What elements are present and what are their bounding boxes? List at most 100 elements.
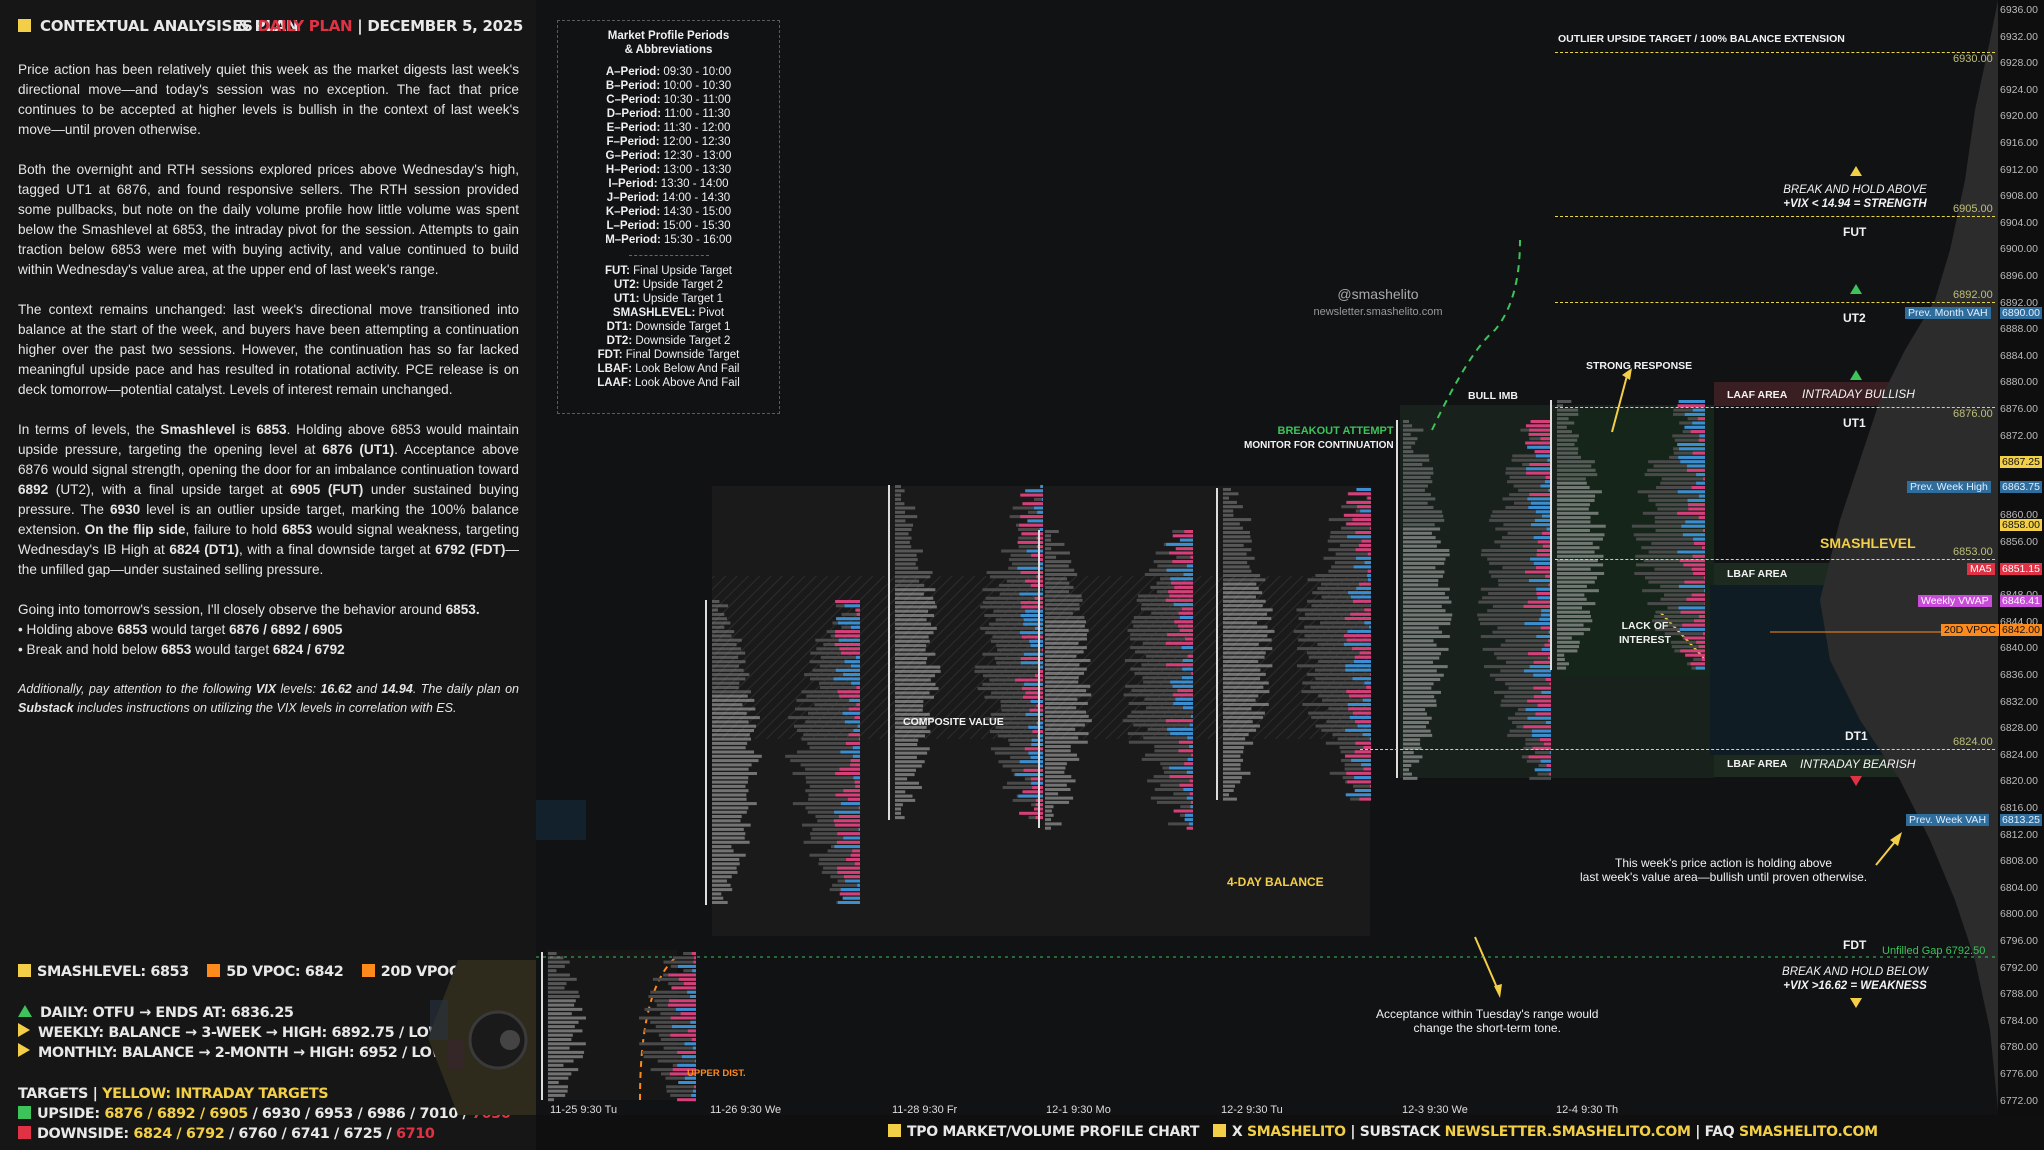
- period-name: K–Period:: [605, 206, 661, 218]
- t: & Abbreviations: [624, 44, 713, 56]
- targets-title: TARGETS | YELLOW: INTRADAY TARGETS: [18, 1084, 510, 1104]
- axis-tick-label: 6816.00: [2000, 802, 2038, 814]
- downside-targets: DOWNSIDE: 6824 / 6792 / 6760 / 6741 / 67…: [18, 1124, 510, 1144]
- t: level is an outlier upside target, marki…: [18, 502, 519, 537]
- t: 6905 (FUT): [290, 482, 364, 497]
- laaf-area-label: LAAF AREA: [1727, 389, 1788, 401]
- period-row: F–Period: 12:00 - 12:30: [558, 135, 779, 149]
- t: INTEREST: [1619, 634, 1671, 646]
- paragraph-levels: In terms of levels, the Smashlevel is 68…: [18, 420, 519, 580]
- ut2-label: UT2: [1843, 311, 1866, 325]
- period-name: L–Period:: [606, 220, 660, 232]
- prev-week-high-label: Prev. Week High: [1907, 481, 1991, 493]
- date-label: 11-26 9:30 We: [710, 1104, 782, 1116]
- separator: |: [357, 17, 363, 35]
- abbreviation-row: LAAF: Look Above And Fail: [558, 376, 779, 390]
- t: and: [351, 682, 382, 696]
- t: |: [1695, 1124, 1701, 1140]
- axis-tick-label: 6780.00: [2000, 1041, 2038, 1054]
- level-line-6876: [1555, 407, 1995, 408]
- axis-tick-label: 6772.00: [2000, 1094, 2038, 1107]
- bull-imb-label: BULL IMB: [1468, 390, 1518, 402]
- intraday-bearish-label: INTRADAY BEARISH: [1800, 757, 1916, 771]
- level-value-6876: 6876.00: [1953, 408, 1993, 420]
- lbaf-area-label-2: LBAF AREA: [1727, 758, 1788, 770]
- paragraph-vix: Additionally, pay attention to the follo…: [18, 680, 519, 718]
- t: Market Profile Periods: [607, 30, 730, 42]
- abbreviation-meaning: Look Above And Fail: [631, 377, 740, 389]
- x-handle-link[interactable]: SMASHELITO: [1246, 1124, 1346, 1140]
- arrow-icon: →: [265, 1025, 278, 1041]
- level-value-6853: 6853.00: [1953, 546, 1993, 558]
- arrow-icon: →: [139, 1005, 151, 1021]
- level-line-6824: [1360, 749, 1995, 750]
- prev-week-vah-value: 6813.25: [2000, 814, 2042, 826]
- t: DAILY: OTFU: [40, 1005, 135, 1021]
- abbreviation-row: LBAF: Look Below And Fail: [558, 362, 779, 376]
- t: MONITOR FOR CONTINUATION: [1244, 440, 1394, 451]
- square-icon: [888, 1124, 901, 1137]
- abbreviation-meaning: Upside Target 1: [639, 293, 724, 305]
- period-name: F–Period:: [606, 136, 660, 148]
- axis-tick-label: 6804.00: [2000, 881, 2038, 894]
- square-icon: [1212, 1124, 1226, 1137]
- right-triangle-icon: [18, 1023, 30, 1037]
- t: +VIX < 14.94 = STRENGTH: [1783, 198, 1927, 210]
- abbreviation-row: FUT: Final Upside Target: [558, 264, 779, 278]
- axis-tick-label: 6908.00: [2000, 190, 2038, 203]
- arrow-icon: →: [185, 1025, 197, 1041]
- price-axis[interactable]: 6772.00 6776.00 6780.00 6784.00 6788.00 6792.…: [1998, 0, 2044, 1115]
- faq-link[interactable]: SMASHELITO.COM: [1738, 1124, 1878, 1140]
- t: • Holding above: [18, 622, 118, 637]
- period-time: 15:00 - 15:30: [659, 220, 731, 232]
- divider: [628, 255, 709, 256]
- axis-tick-label: 6808.00: [2000, 855, 2038, 868]
- paragraph-plan: Going into tomorrow's session, I'll clos…: [18, 600, 519, 660]
- watermark-handle: @smashelito: [1337, 286, 1419, 302]
- level-value-6892: 6892.00: [1953, 289, 1993, 301]
- t: . Holding above 6853 would maintain upsi…: [18, 422, 519, 457]
- left-panel: CONTEXTUAL ANALYSIS & PLAN ES DAILY PLAN…: [0, 0, 536, 1150]
- period-time: 14:00 - 14:30: [659, 192, 731, 204]
- period-time: 15:30 - 16:00: [660, 234, 732, 246]
- t: This week's price action is holding abov…: [1615, 856, 1833, 870]
- t: 6853: [256, 422, 287, 437]
- monthly-status: MONTHLY: BALANCE → 2-MONTH → HIGH: 6952 …: [18, 1043, 495, 1063]
- legend-5d-vpoc: 5D VPOC: 6842: [226, 964, 344, 980]
- t: BREAKOUT ATTEMPT: [1277, 425, 1394, 437]
- period-time: 13:30 - 14:00: [657, 178, 729, 190]
- date-label: 12-3 9:30 We: [1402, 1104, 1468, 1116]
- daily-status: DAILY: OTFU → ENDS AT: 6836.25: [18, 1003, 495, 1023]
- fdt-label: FDT: [1843, 938, 1867, 952]
- axis-tick-label: 6860.00: [2000, 509, 2038, 522]
- t: LACK OF: [1621, 620, 1669, 632]
- axis-tick-label: 6876.00: [2000, 403, 2038, 415]
- t: 7030: [472, 1106, 511, 1122]
- t: Smashlevel: [160, 422, 236, 437]
- t: change the short-term tone.: [1413, 1021, 1561, 1035]
- level-line-6853: [1555, 559, 1995, 560]
- period-row: E–Period: 11:30 - 12:00: [558, 121, 779, 135]
- axis-tick-label: 6920.00: [2000, 110, 2038, 123]
- period-row: G–Period: 12:30 - 13:00: [558, 149, 779, 163]
- weekly-status: WEEKLY: BALANCE → 3-WEEK → HIGH: 6892.75…: [18, 1023, 495, 1043]
- t: 6876 / 6892 / 6905: [104, 1106, 248, 1122]
- axis-tick-label: 6776.00: [2000, 1068, 2038, 1080]
- t: Additionally, pay attention to the follo…: [18, 682, 256, 696]
- substack-link[interactable]: NEWSLETTER.SMASHELITO.COM: [1444, 1124, 1691, 1140]
- axis-tick-label: 6916.00: [2000, 137, 2038, 149]
- outlier-target-label: OUTLIER UPSIDE TARGET / 100% BALANCE EXT…: [1558, 33, 1845, 45]
- composite-value-label: COMPOSITE VALUE: [903, 716, 1004, 728]
- t: WEEKLY: BALANCE: [38, 1025, 181, 1041]
- abbreviation-row: UT2: Upside Target 2: [558, 278, 779, 292]
- abbreviations-list: FUT: Final Upside Target UT2: Upside Targ…: [558, 264, 779, 390]
- t: 6853: [117, 622, 148, 637]
- axis-tick-label: 6936.00: [2000, 4, 2038, 16]
- t: 6930: [109, 502, 141, 517]
- axis-tick-label: 6800.00: [2000, 908, 2038, 921]
- axis-tick-label: 6840.00: [2000, 642, 2038, 655]
- t: Substack: [18, 701, 74, 715]
- t: would target: [191, 642, 273, 657]
- axis-tick-label: 6904.00: [2000, 216, 2038, 229]
- date-label: 11-25 9:30 Tu: [550, 1104, 618, 1116]
